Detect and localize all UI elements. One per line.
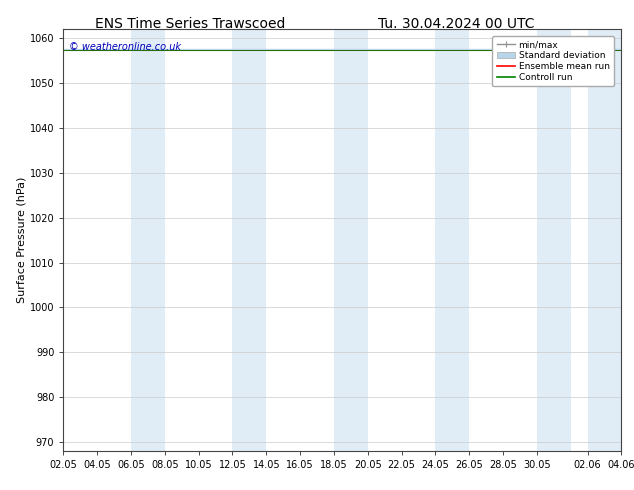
Y-axis label: Surface Pressure (hPa): Surface Pressure (hPa) — [17, 177, 27, 303]
Text: Tu. 30.04.2024 00 UTC: Tu. 30.04.2024 00 UTC — [378, 17, 534, 31]
Bar — [131, 29, 165, 451]
Bar — [233, 29, 266, 451]
Text: ENS Time Series Trawscoed: ENS Time Series Trawscoed — [95, 17, 285, 31]
Bar — [334, 29, 368, 451]
Bar — [436, 29, 469, 451]
Text: © weatheronline.co.uk: © weatheronline.co.uk — [69, 42, 181, 52]
Legend: min/max, Standard deviation, Ensemble mean run, Controll run: min/max, Standard deviation, Ensemble me… — [493, 36, 614, 86]
Bar — [588, 29, 621, 451]
Bar — [537, 29, 571, 451]
